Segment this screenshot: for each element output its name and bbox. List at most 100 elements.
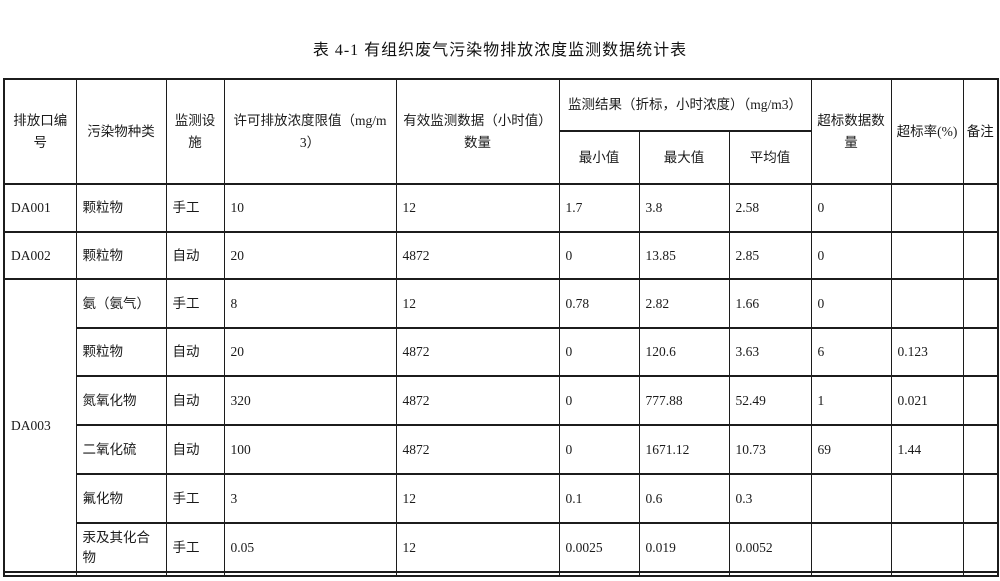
cell-min: 0 [558, 375, 640, 426]
cell-remark [962, 183, 999, 233]
cell-min: 1.7 [558, 183, 640, 233]
cell-empty [165, 571, 225, 577]
cell-empty [638, 571, 730, 577]
cell-remark [962, 327, 999, 377]
cell-facility: 手工 [165, 183, 225, 233]
monitoring-data-table: 排放口编号 污染物种类 监测设施 许可排放浓度限值（mg/m3） 有效监测数据（… [3, 78, 1000, 577]
cell-empty [395, 571, 560, 577]
cell-exceed-rate [890, 231, 964, 280]
cell-exceed-count: 6 [810, 327, 892, 377]
cell-valid-count: 12 [395, 522, 560, 573]
cell-avg: 2.85 [728, 231, 812, 280]
cell-max: 13.85 [638, 231, 730, 280]
cell-pollutant: 氨（氨气） [75, 278, 167, 329]
cell-avg: 52.49 [728, 375, 812, 426]
cell-exceed-count: 0 [810, 231, 892, 280]
cell-max: 777.88 [638, 375, 730, 426]
cell-limit: 20 [223, 231, 397, 280]
cell-pollutant: 二氧化硫 [75, 424, 167, 475]
cell-exceed-rate [890, 522, 964, 573]
cell-facility: 手工 [165, 473, 225, 524]
cell-max: 0.019 [638, 522, 730, 573]
cell-exceed-count: 1 [810, 375, 892, 426]
cell-empty [3, 571, 77, 577]
col-header-exceed-count: 超标数据数量 [810, 78, 892, 185]
cell-avg: 3.63 [728, 327, 812, 377]
table-title: 表 4-1 有组织废气污染物排放浓度监测数据统计表 [312, 42, 688, 59]
cell-valid-count: 12 [395, 473, 560, 524]
cell-min: 0.0025 [558, 522, 640, 573]
col-header-remark: 备注 [962, 78, 999, 185]
cell-min: 0.78 [558, 278, 640, 329]
col-header-avg: 平均值 [728, 130, 812, 185]
table-row-partial [3, 571, 999, 577]
cell-outlet-id: DA002 [3, 231, 77, 280]
cell-limit: 8 [223, 278, 397, 329]
cell-remark [962, 375, 999, 426]
cell-empty [223, 571, 397, 577]
cell-limit: 20 [223, 327, 397, 377]
cell-max: 0.6 [638, 473, 730, 524]
cell-limit: 0.05 [223, 522, 397, 573]
cell-exceed-count [810, 473, 892, 524]
cell-exceed-rate [890, 183, 964, 233]
cell-valid-count: 4872 [395, 375, 560, 426]
cell-valid-count: 4872 [395, 231, 560, 280]
col-header-monitoring-facility: 监测设施 [165, 78, 225, 185]
cell-avg: 1.66 [728, 278, 812, 329]
cell-valid-count: 12 [395, 183, 560, 233]
cell-exceed-rate: 0.021 [890, 375, 964, 426]
table-row: 汞及其化合物 手工 0.05 12 0.0025 0.019 0.0052 [4, 522, 999, 573]
cell-valid-count: 12 [395, 278, 560, 329]
cell-empty [558, 571, 640, 577]
cell-min: 0.1 [558, 473, 640, 524]
cell-outlet-id: DA001 [3, 183, 77, 233]
cell-exceed-count: 0 [810, 183, 892, 233]
cell-pollutant: 氮氧化物 [75, 375, 167, 426]
cell-max: 2.82 [638, 278, 730, 329]
col-header-valid-data-count: 有效监测数据（小时值）数量 [395, 78, 560, 185]
cell-empty [728, 571, 812, 577]
cell-min: 0 [558, 327, 640, 377]
cell-avg: 10.73 [728, 424, 812, 475]
cell-pollutant: 氟化物 [75, 473, 167, 524]
cell-pollutant: 颗粒物 [75, 231, 167, 280]
cell-exceed-rate [890, 278, 964, 329]
table-row: 颗粒物 自动 20 4872 0 120.6 3.63 6 0.123 [4, 327, 999, 377]
cell-exceed-rate [890, 473, 964, 524]
cell-min: 0 [558, 231, 640, 280]
cell-valid-count: 4872 [395, 424, 560, 475]
cell-empty [962, 571, 999, 577]
cell-max: 3.8 [638, 183, 730, 233]
cell-remark [962, 473, 999, 524]
col-header-exceed-rate: 超标率(%) [890, 78, 964, 185]
cell-limit: 100 [223, 424, 397, 475]
col-header-permitted-limit: 许可排放浓度限值（mg/m3） [223, 78, 397, 185]
table-row: 氮氧化物 自动 320 4872 0 777.88 52.49 1 0.021 [4, 375, 999, 426]
col-header-min: 最小值 [558, 130, 640, 185]
cell-exceed-count: 69 [810, 424, 892, 475]
cell-max: 120.6 [638, 327, 730, 377]
cell-facility: 手工 [165, 278, 225, 329]
cell-pollutant: 颗粒物 [75, 183, 167, 233]
cell-exceed-count [810, 522, 892, 573]
col-header-result-group: 监测结果（折标，小时浓度）（mg/m3） [558, 78, 812, 132]
cell-pollutant: 颗粒物 [75, 327, 167, 377]
cell-facility: 自动 [165, 327, 225, 377]
cell-avg: 0.3 [728, 473, 812, 524]
cell-valid-count: 4872 [395, 327, 560, 377]
cell-empty [75, 571, 167, 577]
cell-facility: 手工 [165, 522, 225, 573]
table-row: 氟化物 手工 3 12 0.1 0.6 0.3 [4, 473, 999, 524]
col-header-max: 最大值 [638, 130, 730, 185]
header-row-2: 最小值 最大值 平均值 [4, 130, 998, 185]
cell-exceed-rate: 0.123 [890, 327, 964, 377]
table-row: DA002 颗粒物 自动 20 4872 0 13.85 2.85 0 [3, 231, 999, 280]
cell-facility: 自动 [165, 375, 225, 426]
cell-min: 0 [558, 424, 640, 475]
cell-remark [962, 231, 999, 280]
cell-max: 1671.12 [638, 424, 730, 475]
cell-limit: 3 [223, 473, 397, 524]
cell-exceed-rate: 1.44 [890, 424, 964, 475]
